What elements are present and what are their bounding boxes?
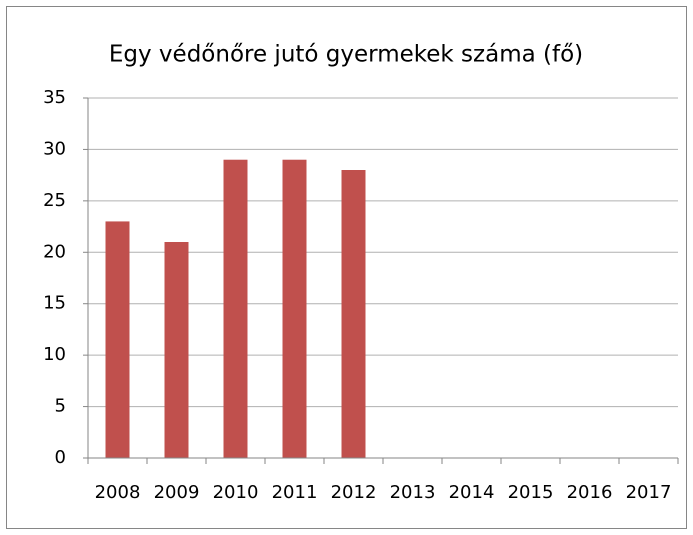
x-tick-label: 2013 <box>390 482 436 503</box>
x-tick-label: 2012 <box>331 482 377 503</box>
x-tick-label: 2008 <box>95 482 141 503</box>
bar <box>341 170 366 458</box>
x-tick-label: 2014 <box>449 482 495 503</box>
bar <box>223 159 248 458</box>
bar <box>105 221 130 458</box>
y-tick-label: 15 <box>43 293 66 314</box>
x-tick-label: 2011 <box>272 482 318 503</box>
x-tick-label: 2009 <box>154 482 200 503</box>
x-tick-label: 2015 <box>508 482 554 503</box>
y-tick-label: 30 <box>43 138 66 159</box>
y-tick-label: 35 <box>43 87 66 108</box>
x-tick-label: 2010 <box>213 482 259 503</box>
x-tick-label: 2017 <box>626 482 672 503</box>
y-tick-label: 25 <box>43 190 66 211</box>
x-tick-label: 2016 <box>567 482 613 503</box>
bar <box>282 159 307 458</box>
bar <box>164 242 189 458</box>
y-tick-label: 0 <box>55 447 66 468</box>
y-tick-label: 5 <box>55 396 66 417</box>
chart-title: Egy védőnőre jutó gyermekek száma (fő) <box>109 42 583 68</box>
y-tick-label: 10 <box>43 344 66 365</box>
y-tick-label: 20 <box>43 241 66 262</box>
